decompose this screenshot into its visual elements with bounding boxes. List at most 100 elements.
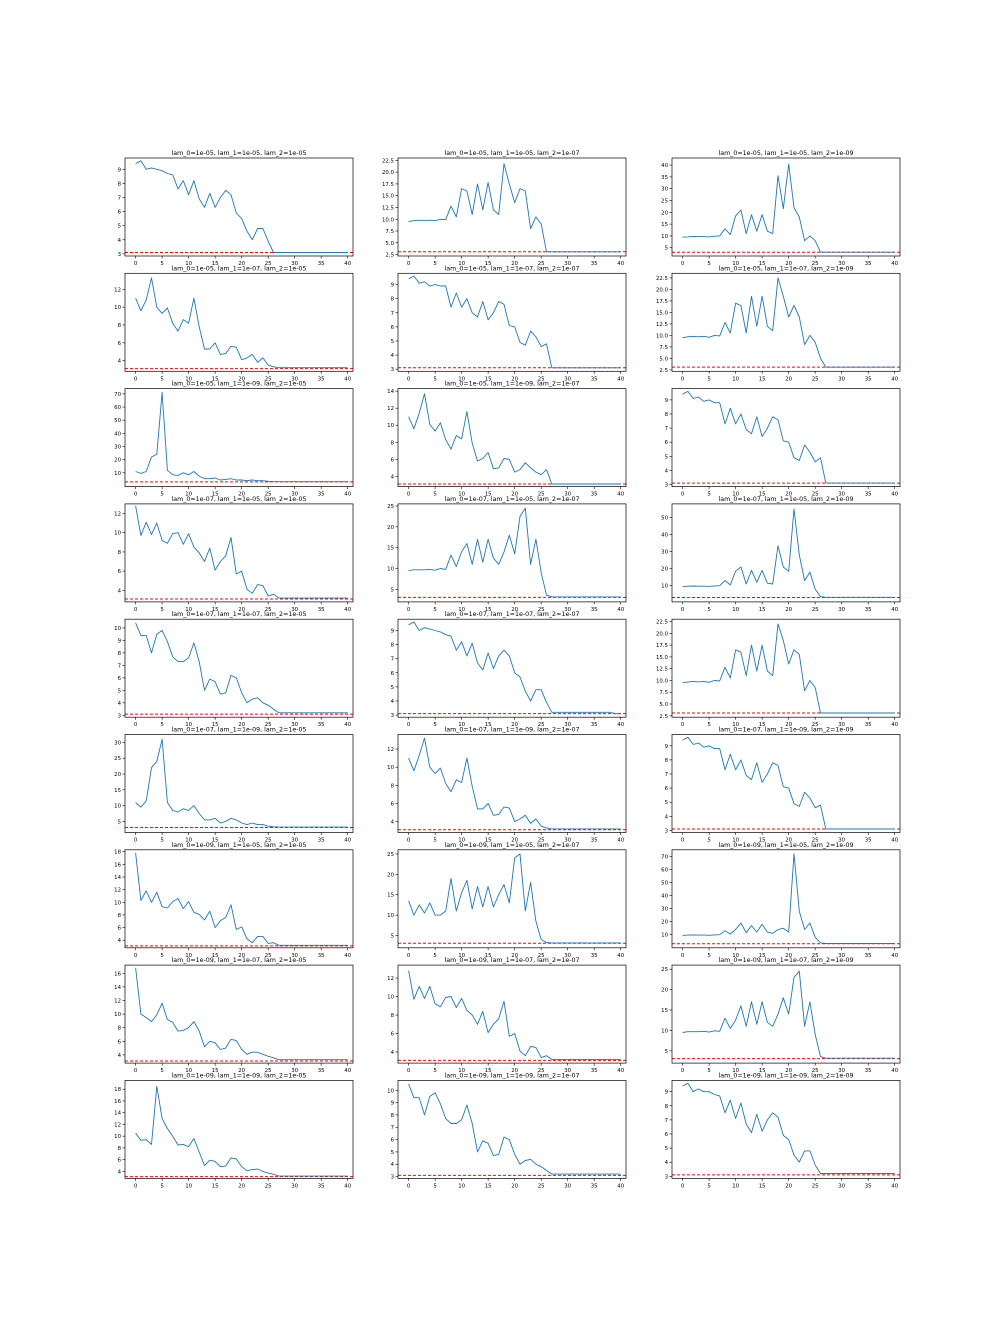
x-tick-label: 15 (759, 261, 766, 267)
y-tick-label: 22.5 (382, 158, 394, 164)
x-tick-label: 35 (865, 492, 872, 498)
series-line (682, 853, 895, 944)
y-tick-label: 25 (661, 199, 668, 205)
chart-title: lam_0=1e-05, lam_1=1e-09, lam_2=1e-05 (171, 381, 306, 388)
x-tick-label: 10 (458, 722, 465, 728)
x-tick-label: 35 (318, 838, 325, 844)
y-tick-label: 15 (661, 222, 668, 228)
y-tick-label: 5.0 (659, 702, 668, 708)
x-tick-label: 25 (265, 1183, 272, 1189)
y-tick-label: 5 (391, 934, 394, 940)
x-tick-label: 10 (185, 722, 192, 728)
axes-frame (124, 272, 354, 372)
series-line (682, 508, 895, 598)
x-tick-label: 30 (291, 1068, 298, 1074)
x-tick-label: 25 (265, 492, 272, 498)
x-tick-label: 20 (785, 838, 792, 844)
y-tick-label: 10 (387, 567, 394, 573)
axes-frame (124, 503, 354, 603)
x-tick-label: 40 (891, 1183, 898, 1189)
x-tick-label: 30 (564, 607, 571, 613)
x-tick-label: 40 (891, 607, 898, 613)
x-tick-label: 25 (265, 838, 272, 844)
y-tick-label: 6 (391, 1032, 395, 1038)
y-tick-label: 6 (665, 1132, 669, 1138)
x-tick-label: 15 (212, 607, 219, 613)
x-tick-label: 10 (732, 838, 739, 844)
x-tick-label: 5 (160, 722, 163, 728)
y-tick-label: 3 (665, 482, 668, 488)
x-tick-label: 5 (707, 492, 710, 498)
x-tick-label: 35 (318, 953, 325, 959)
x-tick-label: 20 (238, 261, 245, 267)
axes-frame (671, 618, 901, 718)
x-tick-label: 0 (134, 261, 138, 267)
y-tick-label: 10 (387, 423, 394, 429)
y-tick-label: 6 (391, 801, 395, 807)
y-tick-label: 10 (114, 305, 121, 311)
chart-panel: lam_0=1e-07, lam_1=1e-07, lam_2=1e-07 0 5 1… (391, 611, 627, 728)
axes-frame (124, 157, 354, 257)
x-tick-label: 40 (344, 1068, 351, 1074)
x-tick-label: 10 (732, 1183, 739, 1189)
x-tick-label: 5 (707, 376, 710, 382)
x-tick-label: 20 (785, 492, 792, 498)
x-tick-label: 0 (681, 838, 685, 844)
x-tick-label: 20 (785, 1183, 792, 1189)
x-tick-label: 35 (865, 722, 872, 728)
y-tick-label: 6 (118, 676, 122, 682)
series-line (135, 277, 348, 369)
y-tick-label: 5 (665, 454, 668, 460)
x-tick-label: 35 (865, 261, 872, 267)
x-tick-label: 30 (838, 261, 845, 267)
x-tick-label: 15 (485, 1183, 492, 1189)
chart-title: lam_0=1e-09, lam_1=1e-07, lam_2=1e-09 (718, 957, 853, 964)
y-tick-label: 7 (391, 311, 394, 317)
y-tick-label: 20 (387, 872, 394, 878)
x-tick-label: 30 (838, 953, 845, 959)
x-tick-label: 20 (785, 376, 792, 382)
x-tick-label: 5 (707, 607, 710, 613)
x-tick-label: 30 (838, 838, 845, 844)
x-tick-label: 20 (511, 1183, 518, 1189)
x-tick-label: 30 (838, 607, 845, 613)
chart-title: lam_0=1e-05, lam_1=1e-05, lam_2=1e-07 (444, 150, 579, 157)
x-tick-label: 30 (291, 722, 298, 728)
x-tick-label: 30 (291, 1183, 298, 1189)
x-tick-label: 0 (407, 376, 411, 382)
y-tick-label: 8 (118, 913, 122, 919)
y-tick-label: 4 (665, 1160, 669, 1166)
x-tick-label: 40 (891, 376, 898, 382)
y-tick-label: 8 (391, 783, 395, 789)
y-tick-label: 5 (391, 685, 394, 691)
y-tick-label: 12 (114, 1122, 121, 1128)
y-tick-label: 10 (114, 471, 121, 477)
x-tick-label: 10 (732, 261, 739, 267)
y-tick-label: 70 (661, 854, 668, 860)
y-tick-label: 4 (391, 474, 395, 480)
x-tick-label: 30 (564, 492, 571, 498)
x-tick-label: 10 (458, 838, 465, 844)
series-line (682, 163, 895, 253)
series-line (408, 163, 621, 253)
x-tick-label: 15 (485, 1068, 492, 1074)
axes-frame (671, 388, 901, 487)
series-line (135, 622, 348, 714)
x-tick-label: 35 (318, 722, 325, 728)
y-tick-label: 15 (661, 1008, 668, 1014)
x-tick-label: 5 (160, 376, 163, 382)
x-tick-label: 40 (617, 607, 624, 613)
x-tick-label: 0 (134, 1183, 138, 1189)
y-tick-label: 30 (661, 550, 668, 556)
axes-frame (397, 388, 627, 487)
x-tick-label: 30 (838, 1068, 845, 1074)
x-tick-label: 20 (238, 722, 245, 728)
x-tick-label: 15 (212, 1068, 219, 1074)
x-tick-label: 30 (564, 722, 571, 728)
y-tick-label: 30 (661, 187, 668, 193)
x-tick-label: 15 (485, 722, 492, 728)
y-tick-label: 10 (387, 995, 394, 1001)
x-tick-label: 15 (485, 607, 492, 613)
y-tick-label: 18 (114, 1087, 121, 1093)
x-tick-label: 25 (812, 838, 819, 844)
